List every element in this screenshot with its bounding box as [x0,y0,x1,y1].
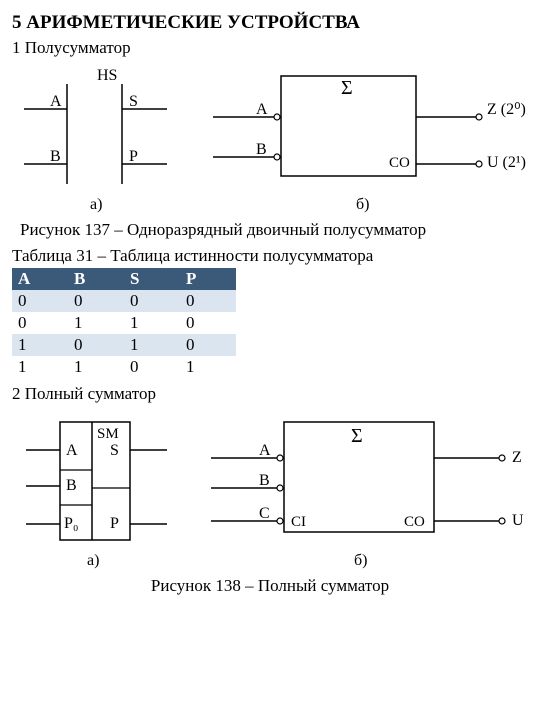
table-row: 0110 [12,312,236,334]
section-2-title: 2 Полный сумматор [12,384,528,404]
ci-label: CI [291,514,306,530]
fig138a-diagram: SM A B P₀ S P а) [12,410,179,570]
u-label: U [512,512,524,529]
figure-138: SM A B P₀ S P а) Σ A B C CI CO [12,410,528,570]
figure-137: HS A S B P а) Σ A B Z (2⁰) CO U (2¹) б [12,64,528,214]
fig137a-cap: а) [90,196,102,213]
co-label: CO [389,155,410,171]
truth-table: A B S P 0000 0110 1010 1101 [12,268,236,378]
sm-label: SM [97,426,119,442]
fig138-caption: Рисунок 138 – Полный сумматор [12,576,528,596]
fig137a-diagram: HS A S B P а) [12,64,181,214]
th-s: S [124,268,180,290]
b-label: B [66,477,77,494]
table-header-row: A B S P [12,268,236,290]
fig137b-diagram: Σ A B Z (2⁰) CO U (2¹) б) [201,64,528,214]
a-label: A [66,442,78,459]
section-1-title: 1 Полусумматор [12,38,528,58]
b-label: B [259,472,270,489]
page-heading: 5 АРИФМЕТИЧЕСКИЕ УСТРОЙСТВА [12,12,528,34]
c-label: C [259,505,270,522]
table-row: 1101 [12,356,236,378]
fig138b-diagram: Σ A B C CI CO Z U б) [199,410,528,570]
s-label: S [110,442,119,459]
th-a: A [12,268,68,290]
z-label: Z [512,449,522,466]
a-label: A [256,101,268,118]
th-p: P [180,268,236,290]
fig137b-cap: б) [356,196,369,213]
sigma-label: Σ [341,77,353,99]
s-label: S [129,93,138,110]
fig138a-cap: а) [87,552,99,569]
p-label: P [110,515,119,532]
table-title: Таблица 31 – Таблица истинности полусумм… [12,246,528,266]
a-label: A [50,93,62,110]
fig137-caption: Рисунок 137 – Одноразрядный двоичный пол… [12,220,528,240]
fig138b-cap: б) [354,552,367,569]
th-b: B [68,268,124,290]
p-label: P [129,148,138,165]
p0-label: P₀ [64,515,78,532]
sigma-label: Σ [351,425,363,447]
a-label: A [259,442,271,459]
b-label: B [256,141,267,158]
hs-label: HS [97,67,117,84]
co-label: CO [404,514,425,530]
u-label: U (2¹) [487,154,526,171]
z-label: Z (2⁰) [487,101,526,118]
table-row: 1010 [12,334,236,356]
b-label: B [50,148,61,165]
table-row: 0000 [12,290,236,312]
